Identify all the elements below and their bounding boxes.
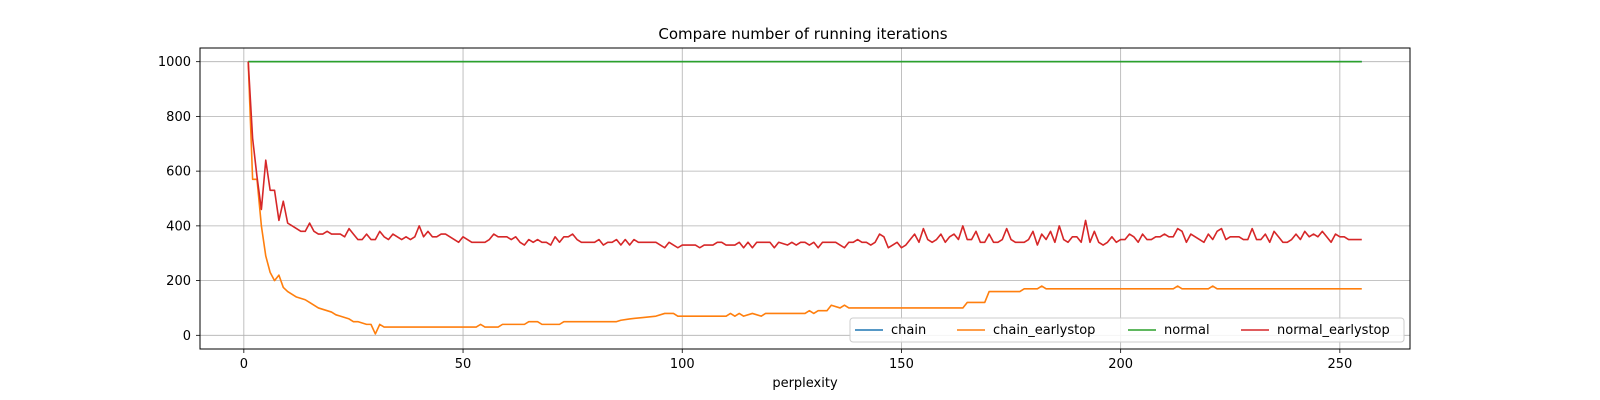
y-tick-label: 0 bbox=[183, 329, 191, 344]
x-axis-label: perplexity bbox=[772, 376, 838, 391]
legend: chain chain_earlystop normal normal_earlyst… bbox=[849, 317, 1405, 343]
y-axis-ticks: 0 200 400 600 800 1000 bbox=[158, 55, 200, 344]
x-tick-label: 250 bbox=[1327, 357, 1352, 372]
series-layer bbox=[247, 60, 1362, 335]
x-tick-label: 150 bbox=[889, 357, 914, 372]
chart-title: Compare number of running iterations bbox=[658, 25, 947, 43]
y-tick-label: 200 bbox=[166, 274, 191, 289]
y-tick-label: 800 bbox=[166, 110, 191, 125]
legend-box bbox=[849, 317, 1405, 343]
series-line-normal-earlystop bbox=[247, 61, 1362, 249]
y-tick-label: 1000 bbox=[158, 55, 191, 70]
x-tick-label: 100 bbox=[670, 357, 695, 372]
x-tick-label: 0 bbox=[240, 357, 248, 372]
legend-label-chain-earlystop: chain_earlystop bbox=[993, 323, 1095, 338]
legend-label-normal: normal bbox=[1164, 323, 1210, 338]
legend-label-chain: chain bbox=[891, 323, 926, 338]
plot-frame bbox=[199, 47, 1411, 350]
y-tick-label: 400 bbox=[166, 219, 191, 234]
y-tick-label: 600 bbox=[166, 165, 191, 180]
x-tick-label: 200 bbox=[1108, 357, 1133, 372]
x-tick-label: 50 bbox=[455, 357, 472, 372]
x-axis-ticks: 0 50 100 150 200 250 bbox=[240, 349, 1352, 372]
series-line-chain-earlystop bbox=[247, 61, 1362, 335]
legend-label-normal-earlystop: normal_earlystop bbox=[1277, 323, 1390, 338]
